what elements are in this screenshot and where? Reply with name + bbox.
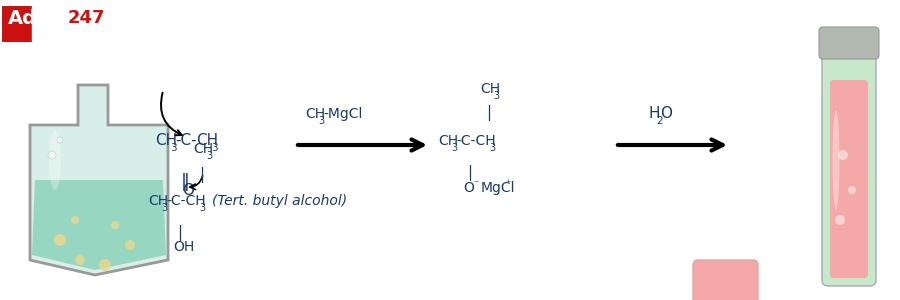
Text: |: | xyxy=(467,165,472,181)
Circle shape xyxy=(48,151,56,159)
FancyBboxPatch shape xyxy=(830,80,868,278)
Text: 2: 2 xyxy=(656,116,663,126)
FancyBboxPatch shape xyxy=(819,27,879,59)
Circle shape xyxy=(71,216,79,224)
PathPatch shape xyxy=(30,85,168,275)
Text: |: | xyxy=(199,167,204,183)
Text: 3: 3 xyxy=(170,143,176,153)
Circle shape xyxy=(57,137,63,143)
Circle shape xyxy=(838,150,848,160)
Text: O: O xyxy=(463,181,473,195)
FancyBboxPatch shape xyxy=(2,26,120,42)
PathPatch shape xyxy=(32,180,166,270)
Text: ‖: ‖ xyxy=(180,173,189,191)
Text: SCHOOL: SCHOOL xyxy=(33,28,88,40)
Text: 3: 3 xyxy=(490,143,496,153)
Text: CH: CH xyxy=(196,133,219,148)
Text: ⁺: ⁺ xyxy=(505,179,510,189)
Text: -C-CH: -C-CH xyxy=(166,194,205,208)
Text: ⁻: ⁻ xyxy=(473,179,479,189)
Text: H: H xyxy=(648,106,660,121)
Text: -MgCl: -MgCl xyxy=(323,107,363,121)
Text: MgCl: MgCl xyxy=(481,181,516,195)
Text: OH: OH xyxy=(174,240,195,254)
Text: (Tert. butyl alcohol): (Tert. butyl alcohol) xyxy=(212,194,347,208)
Text: CH: CH xyxy=(480,82,500,96)
Text: O: O xyxy=(661,106,672,121)
Text: 3: 3 xyxy=(493,91,500,101)
Text: 3: 3 xyxy=(161,203,167,213)
Text: CH: CH xyxy=(305,107,325,121)
Ellipse shape xyxy=(49,130,61,190)
Text: -C-: -C- xyxy=(176,133,197,148)
Text: CH: CH xyxy=(193,142,213,156)
Text: O: O xyxy=(183,183,194,198)
Text: 3: 3 xyxy=(451,143,457,153)
Text: CH: CH xyxy=(148,194,168,208)
FancyBboxPatch shape xyxy=(2,6,120,42)
Ellipse shape xyxy=(832,110,840,210)
Text: 3: 3 xyxy=(206,151,212,161)
Circle shape xyxy=(848,186,856,194)
Circle shape xyxy=(835,215,845,225)
Text: CH: CH xyxy=(155,133,177,148)
Circle shape xyxy=(111,221,119,229)
Text: Adda: Adda xyxy=(8,8,64,28)
Text: |: | xyxy=(486,105,491,121)
Circle shape xyxy=(99,259,111,271)
FancyBboxPatch shape xyxy=(693,260,758,300)
Text: -C-CH: -C-CH xyxy=(456,134,496,148)
Text: CH: CH xyxy=(438,134,458,148)
Text: |: | xyxy=(176,225,182,241)
Text: 3: 3 xyxy=(319,116,324,126)
Text: 3: 3 xyxy=(200,203,205,213)
Text: 3: 3 xyxy=(212,143,218,153)
Circle shape xyxy=(125,240,135,250)
Circle shape xyxy=(75,255,85,265)
FancyBboxPatch shape xyxy=(822,29,876,286)
Circle shape xyxy=(54,234,66,246)
Text: 247: 247 xyxy=(68,9,105,27)
